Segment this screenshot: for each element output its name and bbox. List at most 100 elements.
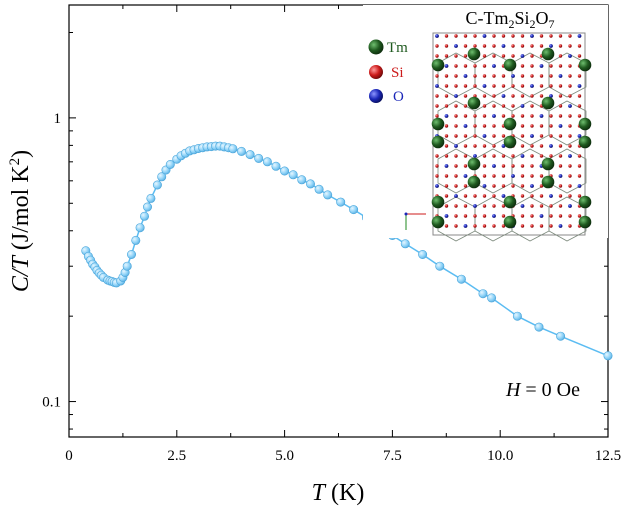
si-atom	[492, 104, 496, 108]
si-atom	[482, 214, 487, 218]
si-atom	[444, 74, 449, 78]
si-atom	[492, 184, 496, 188]
unit-cell	[432, 32, 586, 236]
o-atom	[530, 34, 534, 38]
si-atom	[454, 84, 458, 88]
si-atom	[501, 134, 506, 138]
o-atom	[558, 124, 563, 128]
o-atom	[473, 204, 477, 208]
si-atom	[435, 104, 439, 108]
si-atom	[549, 74, 553, 78]
si-atom	[520, 84, 525, 88]
si-atom	[558, 114, 563, 118]
si-atom	[454, 134, 458, 138]
si-atom	[568, 94, 572, 98]
si-atom	[492, 54, 496, 58]
si-atom	[492, 74, 496, 78]
o-atom	[435, 184, 439, 188]
series-points	[81, 141, 613, 361]
si-atom	[539, 174, 544, 178]
si-atom	[463, 84, 468, 88]
data-point	[349, 205, 359, 215]
o-atom	[463, 174, 468, 178]
si-atom	[482, 114, 487, 118]
si-atom	[539, 124, 544, 128]
si-atom	[577, 104, 582, 108]
si-atom	[530, 214, 534, 218]
si-atom	[501, 54, 506, 58]
si-atom	[520, 174, 525, 178]
si-atom	[473, 34, 477, 38]
tm-atom	[503, 58, 517, 72]
tm-atom	[431, 117, 445, 131]
o-atom	[549, 94, 553, 98]
si-atom	[511, 44, 515, 48]
si-atom	[568, 34, 572, 38]
si-atom	[492, 84, 496, 88]
o-atom	[444, 214, 449, 218]
si-atom	[539, 44, 544, 48]
o-atom	[463, 124, 468, 128]
tm-atom	[541, 96, 555, 110]
o-atom	[492, 114, 496, 118]
tm-atom	[467, 96, 481, 110]
o-atom	[568, 104, 572, 108]
si-atom	[444, 174, 449, 178]
si-atom	[530, 104, 534, 108]
x-tick-label: 12.5	[595, 448, 621, 464]
si-atom	[549, 224, 553, 228]
si-atom	[577, 54, 582, 58]
o-atom	[520, 104, 525, 108]
data-point	[146, 193, 156, 203]
tm-atom	[578, 117, 592, 131]
tm-atom	[541, 157, 555, 171]
o-atom	[530, 84, 534, 88]
si-atom	[577, 74, 582, 78]
o-atom	[454, 144, 458, 148]
si-atom	[454, 214, 458, 218]
si-atom	[539, 224, 544, 228]
si-atom	[530, 164, 534, 168]
o-atom	[549, 144, 553, 148]
si-atom	[558, 214, 563, 218]
tm-atom	[541, 175, 555, 189]
si-atom	[444, 94, 449, 98]
si-atom	[444, 84, 449, 88]
si-atom	[492, 154, 496, 158]
si-atom	[558, 204, 563, 208]
data-point	[237, 146, 247, 156]
si-atom	[482, 174, 487, 178]
o-atom	[463, 74, 468, 78]
o-atom	[577, 34, 582, 38]
tm-atom	[578, 135, 592, 149]
si-atom	[549, 124, 553, 128]
si-atom	[530, 154, 534, 158]
si-atom	[482, 104, 487, 108]
o-atom	[520, 204, 525, 208]
si-atom	[463, 104, 468, 108]
si-atom	[511, 54, 515, 58]
o-atom	[501, 194, 506, 198]
si-atom	[454, 184, 458, 188]
si-atom	[558, 64, 563, 68]
o-atom	[492, 214, 496, 218]
si-atom	[463, 64, 468, 68]
y-axis-ticks: 0.11	[42, 31, 608, 430]
si-atom	[454, 174, 458, 178]
si-atom	[568, 174, 572, 178]
si-atom	[549, 204, 553, 208]
si-atom	[577, 94, 582, 98]
si-atom	[492, 224, 496, 228]
si-atom	[577, 44, 582, 48]
x-tick-label: 7.5	[383, 448, 402, 464]
si-atom	[492, 34, 496, 38]
si-atom	[530, 194, 534, 198]
si-atom	[454, 164, 458, 168]
si-atom	[539, 34, 544, 38]
si-atom	[568, 134, 572, 138]
o-atom	[511, 174, 515, 178]
o-atom	[492, 64, 496, 68]
data-point	[254, 153, 264, 163]
si-atom	[435, 44, 439, 48]
si-atom	[444, 124, 449, 128]
